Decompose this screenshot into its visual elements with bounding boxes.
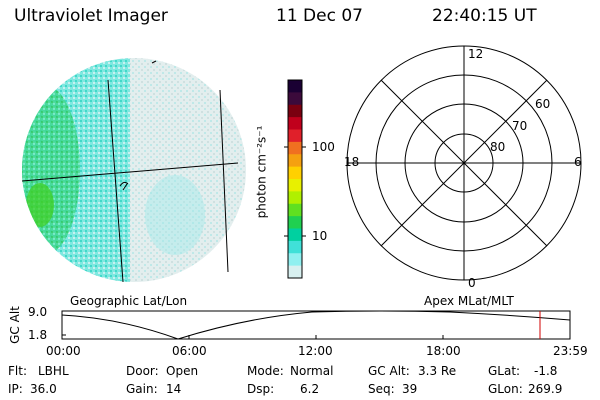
mode-label: Mode:: [247, 364, 284, 378]
instrument-title: Ultraviolet Imager: [14, 6, 168, 26]
glat-value: -1.8: [534, 364, 558, 378]
colorbar-swatch: [288, 129, 302, 143]
glon-label: GLon:: [488, 382, 523, 396]
disk-tick: [151, 60, 157, 64]
colorbar-swatch: [288, 92, 302, 106]
gain-label: Gain:: [126, 382, 158, 396]
colorbar-label-10: 10: [312, 229, 328, 243]
lat-label-80: 80: [490, 140, 506, 154]
colorbar-swatch: [288, 191, 302, 205]
date-label: 11 Dec 07: [276, 6, 363, 26]
glon-value: 269.9: [528, 382, 563, 396]
geographic-label: Geographic Lat/Lon: [70, 294, 188, 308]
colorbar-swatch: [288, 141, 302, 155]
lat-label-70: 70: [512, 119, 528, 133]
colorbar-label-100: 100: [312, 140, 335, 154]
colorbar-swatch: [288, 154, 302, 168]
gain-value: 14: [166, 382, 182, 396]
polar-mlat-mlt-plot: [346, 45, 582, 281]
flt-value: LBHL: [38, 364, 69, 378]
uvi-image-disk: [22, 58, 246, 282]
xtick-0000: 00:00: [46, 344, 81, 358]
colorbar: [287, 79, 303, 279]
door-label: Door:: [126, 364, 159, 378]
lat-label-60: 60: [535, 97, 551, 111]
colorbar-swatch: [288, 166, 302, 180]
subsolar-marker-icon: [119, 181, 129, 191]
dsp-value: 6.2: [300, 382, 320, 396]
glat-label: GLat:: [488, 364, 521, 378]
xtick-0600: 06:00: [172, 344, 207, 358]
colorbar-swatch: [288, 179, 302, 192]
time-label: 22:40:15 UT: [432, 6, 537, 26]
colorbar-swatch: [288, 240, 302, 254]
colorbar-swatch: [288, 117, 302, 130]
gcalt-label: GC Alt:: [368, 364, 410, 378]
flt-label: Flt:: [8, 364, 27, 378]
xtick-1800: 18:00: [426, 344, 461, 358]
altitude-ytick-1-8: 1.8: [28, 328, 48, 342]
xtick-1200: 12:00: [298, 344, 333, 358]
dsp-label: Dsp:: [247, 382, 275, 396]
colorbar-swatch: [288, 203, 302, 217]
ip-label: IP:: [8, 382, 23, 396]
seq-value: 39: [402, 382, 418, 396]
geographic-grid-lines: [21, 79, 239, 283]
mlt-label-6: 6: [574, 155, 582, 169]
mlt-label-18: 18: [344, 155, 360, 169]
altitude-ytick-9: 9.0: [28, 305, 48, 319]
colorbar-frame: [287, 79, 303, 279]
mlt-label-12: 12: [468, 47, 484, 61]
door-value: Open: [166, 364, 199, 378]
ip-value: 36.0: [30, 382, 57, 396]
apex-label: Apex MLat/MLT: [424, 294, 514, 308]
colorbar-swatch: [288, 216, 302, 229]
colorbar-swatch: [288, 253, 302, 267]
altitude-plot: [61, 310, 571, 340]
gcalt-value: 3.3 Re: [418, 364, 457, 378]
altitude-ylabel: GC Alt: [7, 306, 22, 344]
colorbar-swatch: [288, 228, 302, 242]
mode-value: Normal: [290, 364, 334, 378]
colorbar-swatch: [288, 265, 302, 279]
colorbar-label: photon cm⁻²s⁻¹: [254, 125, 269, 219]
colorbar-swatch: [288, 80, 302, 93]
xtick-2359: 23:59: [553, 344, 588, 358]
mlt-label-0: 0: [468, 276, 476, 290]
seq-label: Seq:: [368, 382, 395, 396]
colorbar-swatch: [288, 104, 302, 118]
